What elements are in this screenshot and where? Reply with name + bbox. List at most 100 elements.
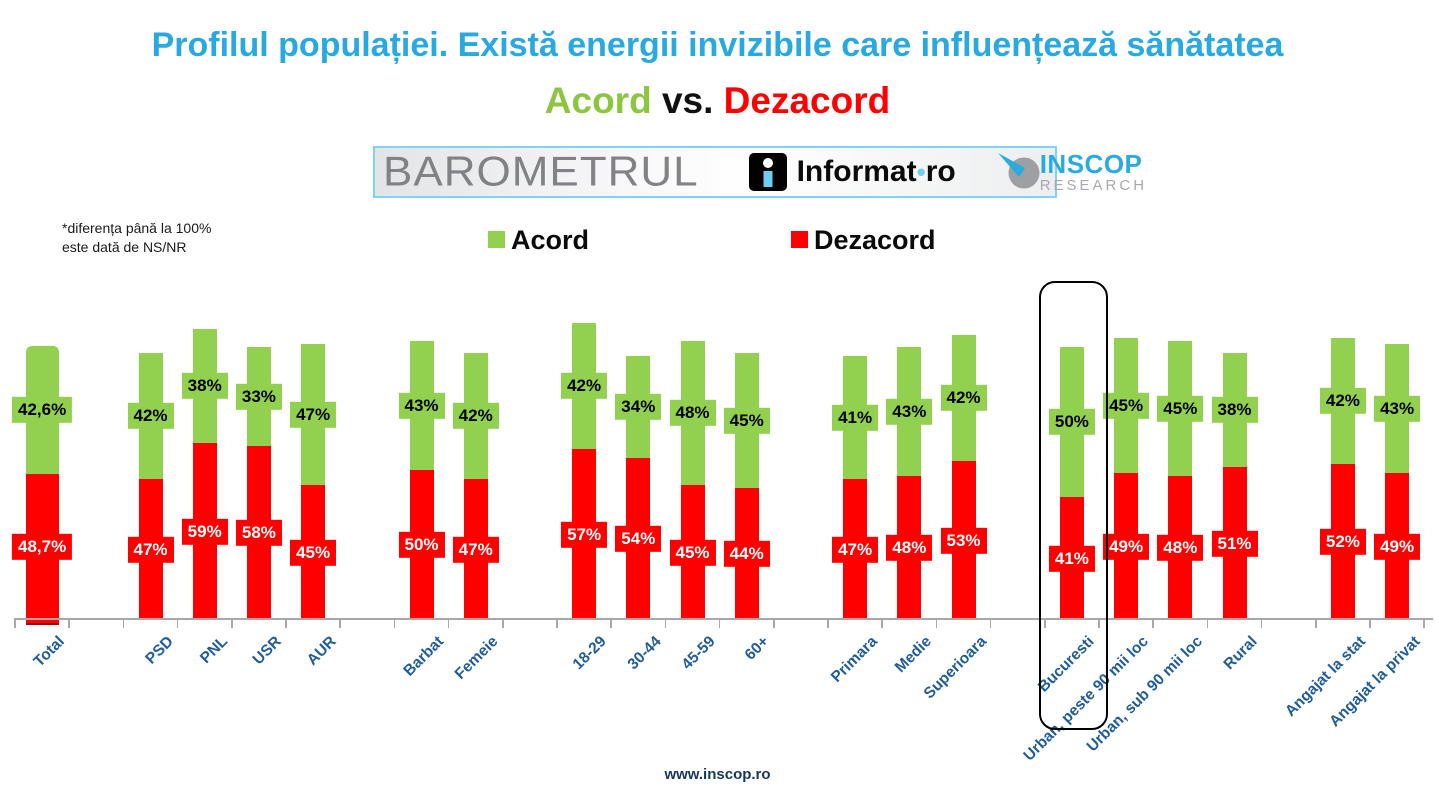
footnote-line1: *diferența până la 100% [62, 220, 212, 236]
axis-tick [1206, 620, 1209, 628]
dezacord-value-label: 59% [181, 518, 228, 545]
axis-tick [68, 620, 70, 628]
axis-tick [610, 620, 612, 628]
axis-tick [989, 620, 992, 628]
dezacord-value-label: 44% [723, 540, 770, 568]
x-axis-category-label: PSD [141, 633, 177, 668]
x-axis-category-label: Total [30, 633, 69, 671]
dezacord-value-label: 53% [940, 527, 987, 554]
informat-ro-logo: Informat•ro [748, 153, 956, 191]
legend-item-acord: Acord [488, 225, 589, 256]
axis-tick [664, 620, 667, 628]
x-axis-category-label: Primara [828, 633, 882, 686]
x-axis-category-label: Rural [1220, 633, 1261, 674]
legend-label-dezacord: Dezacord [814, 225, 936, 255]
x-axis-category-label: Medie [892, 633, 936, 677]
axis-tick [1044, 620, 1046, 628]
axis-tick [122, 620, 125, 628]
research-word: RESEARCH [1039, 177, 1148, 194]
dezacord-value-label: 57% [561, 521, 608, 548]
acord-value-label: 43% [398, 392, 445, 419]
acord-value-label: 50% [1048, 408, 1095, 436]
informat-i-icon [748, 153, 787, 191]
subtitle-dezacord: Dezacord [723, 80, 891, 121]
acord-value-label: 47% [290, 401, 337, 428]
inscop-logo-text: INSCOP RESEARCH [1040, 151, 1147, 193]
axis-tick [1423, 620, 1425, 628]
dezacord-value-label: 48,7% [11, 533, 73, 561]
acord-value-label: 41% [832, 404, 879, 431]
barometrul-logo: BAROMETRUL [383, 148, 699, 195]
acord-value-label: 33% [235, 383, 282, 410]
acord-value-label: 45% [1157, 395, 1204, 422]
highlight-box [1039, 281, 1109, 730]
logo-banner: BAROMETRUL Informat•ro INSCOP RESEARCH [373, 146, 1144, 198]
axis-tick [1315, 620, 1317, 628]
subtitle-acord: Acord [544, 80, 652, 121]
informat-word: Informat [796, 155, 917, 188]
acord-value-label: 34% [615, 393, 662, 421]
axis-tick [339, 620, 341, 628]
axis-tick [718, 620, 721, 628]
inscop-dial-icon [997, 153, 1040, 189]
axis-tick [176, 620, 179, 628]
dezacord-value-label: 47% [127, 536, 174, 563]
dezacord-value-label: 58% [235, 519, 282, 547]
dezacord-value-label: 49% [1103, 533, 1150, 560]
axis-tick [285, 620, 287, 628]
footnote-line2: este dată de NS/NR [62, 239, 187, 255]
informat-i-stem [763, 171, 773, 187]
informat-dot: • [916, 157, 926, 187]
x-axis-category-label: 45-59 [678, 633, 719, 674]
axis-tick [502, 620, 504, 628]
legend-item-dezacord: Dezacord [791, 225, 936, 256]
axis-tick [1260, 620, 1263, 628]
acord-value-label: 38% [181, 372, 228, 400]
acord-value-label: 42% [452, 402, 499, 430]
x-axis-category-label: 18-29 [570, 633, 611, 674]
x-axis-category-label: USR [249, 633, 285, 669]
acord-value-label: 42% [1319, 387, 1366, 415]
axis-tick [393, 620, 396, 628]
axis-tick [14, 620, 16, 628]
acord-value-label: 43% [886, 398, 933, 425]
dezacord-value-label: 54% [615, 525, 662, 553]
acord-value-label: 38% [1211, 396, 1258, 424]
acord-value-label: 45% [1103, 392, 1150, 419]
dezacord-value-label: 52% [1319, 528, 1366, 556]
acord-value-label: 45% [723, 407, 770, 434]
subtitle-vs: vs. [651, 80, 724, 121]
x-axis-category-label: 30-44 [624, 633, 665, 674]
page-subtitle: Acord vs. Dezacord [0, 80, 1435, 122]
dezacord-value-label: 45% [669, 539, 716, 566]
x-axis-category-label: AUR [303, 633, 340, 669]
informat-tld: ro [925, 155, 956, 188]
dezacord-swatch-icon [791, 231, 808, 248]
dezacord-value-label: 51% [1211, 530, 1258, 557]
axis-tick [1152, 620, 1154, 628]
page-title: Profilul populației. Există energii invi… [151, 26, 1284, 64]
inscop-research-logo: INSCOP RESEARCH [996, 151, 1147, 193]
dezacord-value-label: 48% [1157, 534, 1204, 562]
inscop-word: INSCOP [1039, 149, 1143, 179]
acord-value-label: 42% [127, 402, 174, 430]
axis-tick [1098, 620, 1100, 628]
x-axis-category-label: 60+ [742, 633, 773, 664]
axis-tick [827, 620, 829, 628]
informat-i-dot [762, 158, 773, 168]
axis-tick [1369, 620, 1371, 628]
axis-tick [935, 620, 938, 628]
acord-value-label: 48% [669, 399, 716, 427]
x-axis-category-label: Barbat [400, 633, 448, 680]
dezacord-value-label: 47% [452, 536, 499, 563]
dezacord-value-label: 41% [1048, 545, 1095, 572]
acord-value-label: 42,6% [11, 396, 73, 424]
footer-url: www.inscop.ro [664, 766, 771, 783]
dezacord-value-label: 45% [290, 539, 337, 566]
acord-swatch-icon [488, 231, 505, 248]
dezacord-value-label: 50% [398, 531, 445, 559]
acord-value-label: 42% [561, 372, 608, 400]
axis-tick [773, 620, 775, 628]
axis-tick [881, 620, 883, 628]
